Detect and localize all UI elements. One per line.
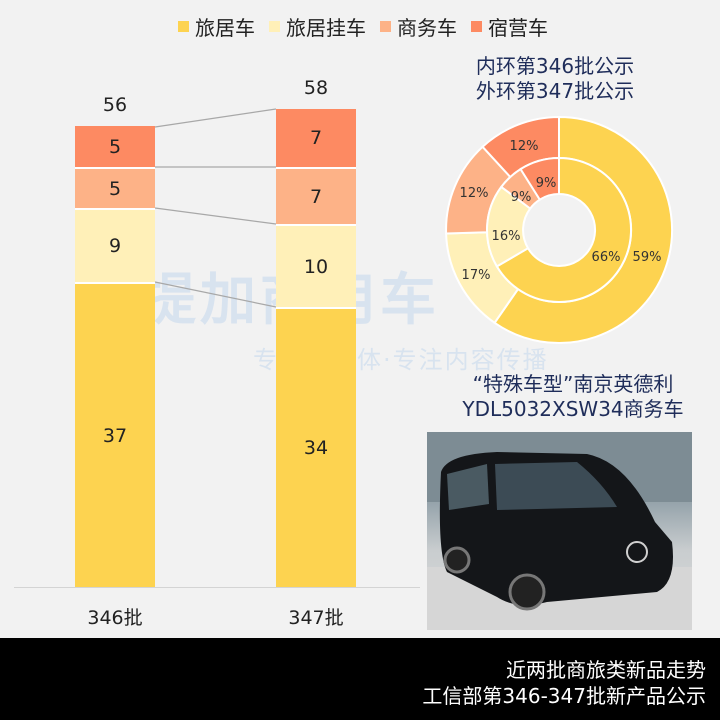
- inner-slice-suyingche: [519, 156, 560, 201]
- x-axis-line: [14, 587, 420, 588]
- bar-total-346: 56: [102, 94, 128, 116]
- svg-text:12%: 12%: [510, 139, 539, 154]
- donut-title: 内环第346批公示 外环第347批公示: [440, 54, 670, 104]
- footer-banner: 近两批商旅类新品走势 工信部第346-347批新产品公示: [0, 638, 720, 720]
- special-vehicle-title-line1: “特殊车型”南京英德利: [472, 372, 674, 396]
- segment-lvjuche: 34: [276, 307, 356, 587]
- svg-text:59%: 59%: [633, 250, 662, 265]
- legend-label: 旅居挂车: [286, 16, 366, 40]
- svg-text:16%: 16%: [492, 229, 521, 244]
- legend-item-suyingche: 宿营车: [471, 12, 548, 41]
- special-vehicle-title-line2: YDL5032XSW34商务车: [462, 397, 684, 421]
- legend-swatch-icon: [380, 21, 391, 32]
- donut-title-line2: 外环第347批公示: [475, 79, 635, 103]
- svg-text:9%: 9%: [536, 176, 557, 191]
- bar-total-347: 58: [303, 77, 329, 99]
- segment-lvjuguache: 9: [75, 208, 155, 282]
- legend-item-lvjuche: 旅居车: [178, 12, 255, 41]
- chart-legend: 旅居车 旅居挂车 商务车 宿营车: [178, 12, 548, 41]
- double-donut-chart: 59% 17% 12% 12% 66% 16% 9% 9%: [445, 115, 674, 344]
- segment-lvjuche: 37: [75, 282, 155, 587]
- vehicle-photo: [427, 432, 692, 630]
- svg-text:12%: 12%: [460, 186, 489, 201]
- inner-slice-lvjuche: [495, 156, 633, 303]
- stacked-bar-346: 5 5 9 37: [75, 126, 155, 587]
- donut-title-line1: 内环第346批公示: [475, 54, 635, 78]
- footer-line2: 工信部第346-347批新产品公示: [422, 684, 706, 708]
- legend-item-lvjuguache: 旅居挂车: [269, 12, 366, 41]
- bar-connector-lines: [154, 108, 277, 308]
- svg-text:66%: 66%: [592, 250, 621, 265]
- svg-text:17%: 17%: [462, 268, 491, 283]
- x-tick-347: 347批: [288, 607, 344, 629]
- stacked-bar-347: 7 7 10 34: [276, 109, 356, 587]
- legend-label: 宿营车: [488, 16, 548, 40]
- x-tick-346: 346批: [87, 607, 143, 629]
- legend-swatch-icon: [471, 21, 482, 32]
- svg-text:9%: 9%: [511, 190, 532, 205]
- legend-label: 商务车: [397, 16, 457, 40]
- segment-suyingche: 5: [75, 126, 155, 167]
- legend-swatch-icon: [269, 21, 280, 32]
- legend-label: 旅居车: [195, 16, 255, 40]
- special-vehicle-title: “特殊车型”南京英德利 YDL5032XSW34商务车: [426, 372, 720, 422]
- legend-swatch-icon: [178, 21, 189, 32]
- footer-line1: 近两批商旅类新品走势: [506, 658, 706, 682]
- segment-shangwuche: 7: [276, 167, 356, 224]
- segment-lvjuguache: 10: [276, 224, 356, 307]
- segment-shangwuche: 5: [75, 167, 155, 208]
- segment-suyingche: 7: [276, 109, 356, 167]
- legend-item-shangwuche: 商务车: [380, 12, 457, 41]
